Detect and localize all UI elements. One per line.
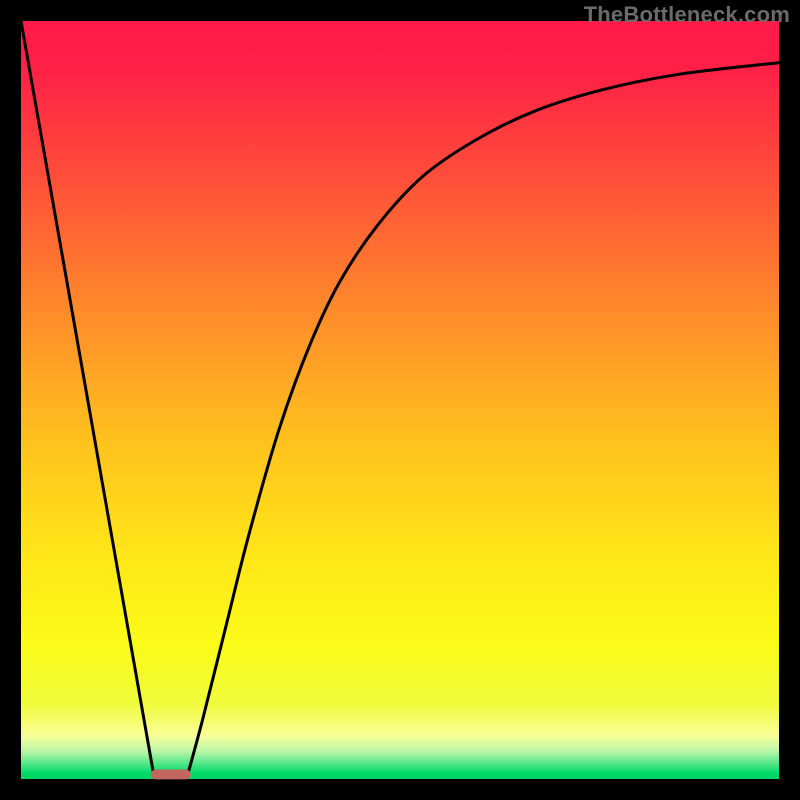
chart-svg — [0, 0, 800, 800]
optimal-point-bar — [151, 770, 191, 780]
bottleneck-chart: TheBottleneck.com — [0, 0, 800, 800]
watermark-text: TheBottleneck.com — [584, 2, 790, 28]
